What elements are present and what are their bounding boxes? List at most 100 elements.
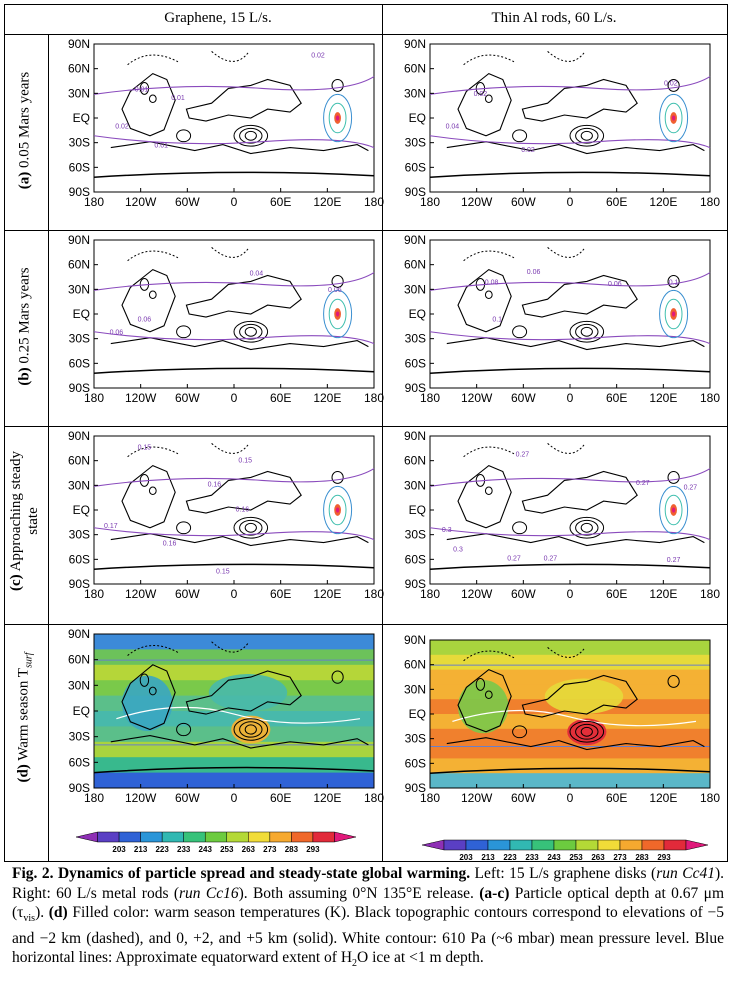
lon-tick-label: 60E	[270, 587, 291, 601]
lon-tick-label: 180	[84, 391, 104, 405]
lat-tick-label: 30S	[405, 332, 426, 346]
lat-tick-label: 60N	[68, 653, 90, 667]
colorbar-segment	[75, 831, 98, 843]
colorbar-segment	[291, 831, 314, 843]
lon-tick-label: 60W	[511, 791, 536, 805]
lon-tick-label: 60E	[606, 587, 627, 601]
colorbar-segment	[140, 831, 163, 843]
lat-tick-label: 30N	[68, 678, 90, 692]
lat-tick-label: 90N	[68, 627, 90, 641]
lon-tick-label: 120W	[461, 391, 493, 405]
contour-value-label: 0.27	[544, 555, 558, 562]
contour-value-label: 0.3	[453, 546, 463, 553]
lat-tick-label: 90S	[69, 781, 90, 795]
lat-tick-label: 90N	[68, 37, 90, 51]
lon-tick-label: 180	[84, 195, 104, 209]
contour-value-label: 0.16	[163, 541, 177, 548]
lat-tick-label: 90N	[68, 429, 90, 443]
contour-value-label: 0.3	[442, 527, 452, 534]
contour-value-label: 0.02	[311, 52, 325, 59]
lon-tick-label: 180	[364, 391, 384, 405]
contour-value-label: 0.16	[236, 506, 250, 513]
lat-tick-label: 60N	[68, 62, 90, 76]
contour-value-label: 0.08	[485, 279, 499, 286]
lat-tick-label: 60N	[404, 454, 426, 468]
lon-tick-label: 120E	[649, 391, 677, 405]
contour-value-label: 0.04	[446, 123, 460, 130]
colorbar-tick-label: 233	[177, 845, 191, 854]
lon-tick-label: 180	[84, 587, 104, 601]
map-panel-c-left: 90N 60N 30N EQ 30S 60S 90S 180 120W 60W 0 60E 120E 18…	[50, 429, 384, 619]
column-header-graphene: Graphene, 15 L/s.	[164, 10, 272, 26]
lon-tick-label: 180	[364, 587, 384, 601]
contour-value-label: 0.04	[250, 271, 264, 278]
lon-tick-label: 60E	[606, 791, 627, 805]
colorbar-segment	[421, 839, 445, 851]
lat-tick-label: 90S	[405, 781, 426, 795]
colorbar-left: 203 213 223 233 243 253 263 273 283 293	[75, 831, 357, 854]
lon-tick-label: 0	[567, 195, 574, 209]
contour-value-label: 0.06	[527, 269, 541, 276]
contour-value-label: 0.06	[328, 287, 342, 294]
contour-value-label: 0.27	[516, 452, 530, 459]
contour-value-label: 0.27	[507, 555, 521, 562]
lat-tick-label: 90N	[404, 233, 426, 247]
contour-value-label: 0.06	[110, 330, 124, 337]
colorbar-segment	[248, 831, 271, 843]
lon-tick-label: 0	[567, 791, 574, 805]
lat-tick-label: 90N	[404, 633, 426, 647]
colorbar-tick-label: 243	[199, 845, 213, 854]
lon-tick-label: 60W	[511, 587, 536, 601]
lon-tick-label: 0	[231, 391, 238, 405]
lon-tick-label: 120W	[125, 791, 157, 805]
lat-tick-label: 60N	[404, 258, 426, 272]
colorbar-segment	[97, 831, 120, 843]
contour-value-label: 0.01	[135, 86, 149, 93]
lon-tick-label: 180	[700, 391, 720, 405]
lat-tick-label: 30N	[404, 682, 426, 696]
lat-tick-label: 90S	[405, 185, 426, 199]
contour-value-label: 0.15	[238, 458, 252, 465]
lon-tick-label: 180	[364, 791, 384, 805]
colorbar-tick-label: 223	[503, 853, 517, 862]
contour-value-label: 0.01	[171, 95, 185, 102]
colorbar-segment	[597, 839, 621, 851]
lon-tick-label: 60E	[606, 391, 627, 405]
colorbar-tick-label: 263	[591, 853, 605, 862]
lat-tick-label: EQ	[73, 704, 90, 718]
contour-value-label: 0.01	[154, 143, 168, 150]
contour-value-label: 0.27	[667, 557, 681, 564]
colorbar-segment	[204, 831, 228, 843]
lon-tick-label: 180	[700, 195, 720, 209]
lon-tick-label: 120W	[461, 587, 493, 601]
lat-tick-label: 30N	[68, 86, 90, 100]
map-panel-b-left: 90N 60N 30N EQ 30S 60S 90S 180 120W 60W 0 60E 120E 18…	[50, 233, 384, 423]
colorbar-segment	[269, 831, 292, 843]
lon-tick-label: 180	[420, 391, 440, 405]
lat-tick-label: 30S	[69, 136, 90, 150]
lon-tick-label: 60E	[270, 791, 291, 805]
colorbar-segment	[443, 839, 467, 851]
colorbar-segment	[161, 831, 184, 843]
contour-value-label: 0.1	[492, 316, 502, 323]
lon-tick-label: 60W	[175, 587, 200, 601]
lat-tick-label: 60S	[69, 356, 90, 370]
colorbar-tick-label: 263	[242, 845, 256, 854]
lon-tick-label: 180	[84, 791, 104, 805]
colorbar-segment	[685, 839, 709, 851]
colorbar-segment	[553, 839, 577, 851]
contour-value-label: 0.17	[104, 523, 118, 530]
map-panel-d-left: 90N 60N 30N EQ 30S 60S 90S 180 120W 60W 0 60E 120E 18…	[50, 627, 384, 823]
colorbar-right: 203 213 223 233 243 253 263 273 283 293	[421, 839, 709, 862]
lat-tick-label: 30N	[404, 478, 426, 492]
lat-tick-label: EQ	[73, 503, 90, 517]
lat-tick-label: 30S	[69, 332, 90, 346]
lat-tick-label: 60S	[405, 756, 426, 770]
lon-tick-label: 120E	[313, 391, 341, 405]
contour-value-label: 0.15	[216, 569, 230, 576]
lon-tick-label: 60W	[511, 195, 536, 209]
colorbar-tick-label: 293	[306, 845, 320, 854]
contour-value-label: 0.02	[664, 80, 678, 87]
colorbar-segment	[663, 839, 687, 851]
lat-tick-label: EQ	[409, 307, 426, 321]
